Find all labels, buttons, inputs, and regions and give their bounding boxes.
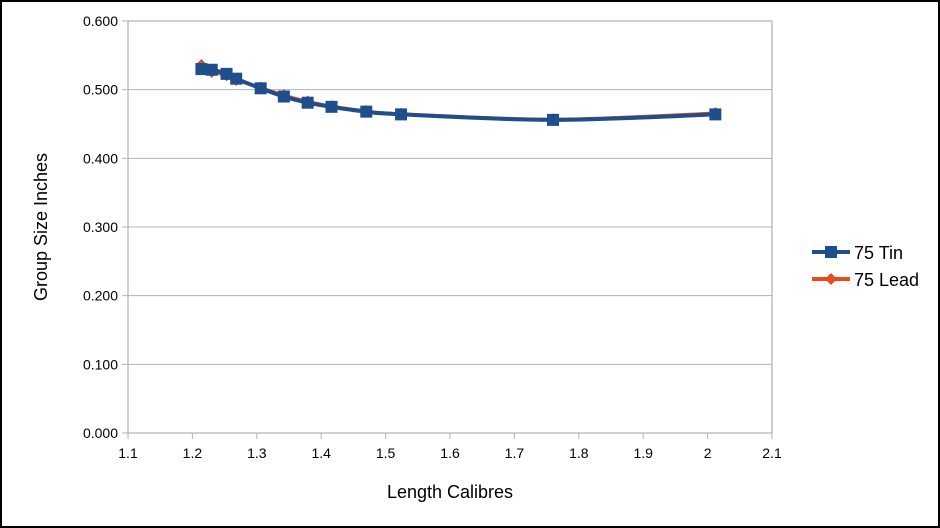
- x-tick-label: 1.6: [440, 445, 460, 461]
- y-axis-title: Group Size Inches: [31, 153, 51, 301]
- data-point: [195, 63, 208, 76]
- x-tick-label: 1.3: [247, 445, 267, 461]
- grid-lines: [128, 20, 772, 434]
- data-point: [360, 105, 373, 118]
- data-point: [547, 113, 560, 126]
- data-point: [709, 108, 722, 121]
- legend-item: 75 Tin: [812, 243, 903, 263]
- x-tick-label: 1.9: [633, 445, 653, 461]
- legend: 75 Tin 75 Lead: [812, 243, 919, 290]
- legend-item: 75 Lead: [812, 270, 919, 290]
- x-tick-label: 2.1: [762, 445, 782, 461]
- series-layer: [195, 58, 722, 126]
- y-tick-label: 0.500: [83, 82, 118, 98]
- legend-swatch-marker: [825, 273, 837, 285]
- x-tick-label: 1.4: [311, 445, 331, 461]
- y-axis-ticks: 0.000 0.100 0.200 0.300 0.400 0.500 0.600: [83, 13, 128, 441]
- data-point: [301, 96, 314, 109]
- legend-swatch-marker: [825, 246, 837, 258]
- y-tick-label: 0.200: [83, 288, 118, 304]
- legend-label: 75 Lead: [854, 270, 919, 290]
- data-point: [395, 108, 408, 121]
- data-point: [277, 90, 290, 103]
- data-point: [205, 63, 218, 76]
- y-tick-label: 0.100: [83, 356, 118, 372]
- x-tick-label: 2: [704, 445, 712, 461]
- data-point: [325, 100, 338, 113]
- y-tick-label: 0.000: [83, 425, 118, 441]
- y-tick-label: 0.400: [83, 150, 118, 166]
- x-axis-ticks: 1.1 1.2 1.3 1.4 1.5 1.6 1.7 1.8 1.9 2 2.1: [118, 433, 782, 461]
- data-point: [254, 82, 267, 95]
- y-tick-label: 0.300: [83, 219, 118, 235]
- x-tick-label: 1.5: [376, 445, 396, 461]
- x-tick-label: 1.8: [569, 445, 589, 461]
- x-tick-label: 1.2: [183, 445, 203, 461]
- legend-label: 75 Tin: [854, 243, 903, 263]
- y-tick-label: 0.600: [83, 13, 118, 29]
- data-point: [230, 72, 243, 85]
- x-tick-label: 1.1: [118, 445, 138, 461]
- x-axis-title: Length Calibres: [387, 482, 513, 502]
- series-75-tin: [195, 63, 722, 126]
- data-point: [220, 67, 233, 80]
- x-tick-label: 1.7: [505, 445, 525, 461]
